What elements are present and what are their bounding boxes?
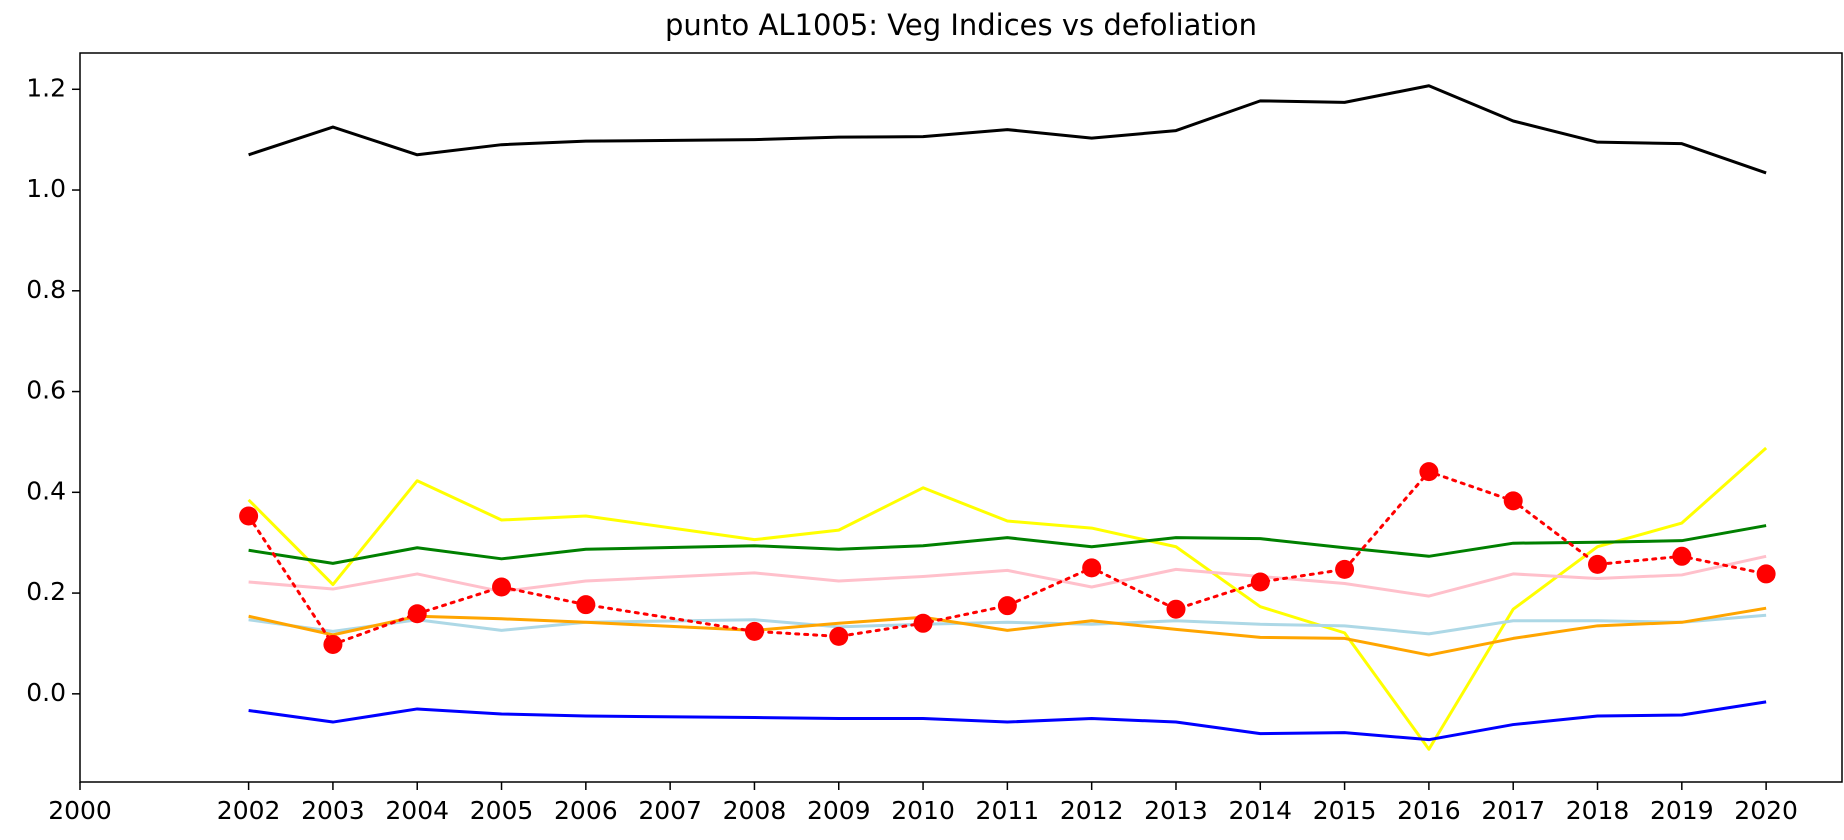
y-tick-label: 0.8 <box>26 275 66 304</box>
point <box>1756 564 1776 584</box>
x-tick-label: 2014 <box>1228 796 1292 825</box>
x-tick-label: 2007 <box>638 796 702 825</box>
series-line <box>248 700 1767 742</box>
point <box>997 596 1017 616</box>
point <box>1166 599 1186 619</box>
x-tick-label: 2016 <box>1397 796 1461 825</box>
point <box>492 577 512 597</box>
series-line <box>247 470 1768 646</box>
point <box>407 604 427 624</box>
x-tick-label: 2004 <box>385 796 449 825</box>
x-tick-label: 2013 <box>1144 796 1208 825</box>
y-tick-label: 1.2 <box>26 73 66 102</box>
x-tick-label: 2008 <box>723 796 787 825</box>
y-tick-label: 0.6 <box>26 376 66 405</box>
x-tick-label: 2018 <box>1566 796 1630 825</box>
x-tick-label: 2010 <box>891 796 955 825</box>
series-line <box>248 524 1767 565</box>
point <box>913 613 933 633</box>
point <box>1503 491 1523 511</box>
x-tick-label: 2015 <box>1313 796 1377 825</box>
chart-title: punto AL1005: Veg Indices vs defoliation <box>665 8 1257 42</box>
x-tick-label: 2011 <box>976 796 1040 825</box>
point <box>323 634 343 654</box>
y-tick-label: 0.0 <box>26 678 66 707</box>
point <box>576 595 596 615</box>
point <box>1082 558 1102 578</box>
x-tick-label: 2006 <box>554 796 618 825</box>
point <box>1335 559 1355 579</box>
series-line <box>248 84 1767 175</box>
series-line <box>247 446 1768 751</box>
x-tick-label: 2020 <box>1734 796 1798 825</box>
x-tick-label: 2017 <box>1481 796 1545 825</box>
y-tick-label: 0.2 <box>26 577 66 606</box>
x-tick-label: 2009 <box>807 796 871 825</box>
x-tick-label: 2012 <box>1060 796 1124 825</box>
series-line <box>248 606 1767 657</box>
point <box>1250 572 1270 592</box>
x-tick-label: 2000 <box>48 796 112 825</box>
point <box>1419 462 1439 482</box>
point <box>829 626 849 646</box>
x-tick-label: 2019 <box>1650 796 1714 825</box>
plot-frame <box>79 52 1843 783</box>
x-tick-label: 2005 <box>470 796 534 825</box>
series-line <box>248 554 1767 598</box>
point <box>239 506 259 526</box>
y-tick-label: 0.4 <box>26 476 66 505</box>
point <box>744 621 764 641</box>
y-tick-label: 1.0 <box>26 174 66 203</box>
series-line <box>248 613 1767 636</box>
point <box>1588 554 1608 574</box>
x-tick-label: 2003 <box>301 796 365 825</box>
point <box>1672 546 1692 566</box>
x-tick-label: 2002 <box>217 796 281 825</box>
